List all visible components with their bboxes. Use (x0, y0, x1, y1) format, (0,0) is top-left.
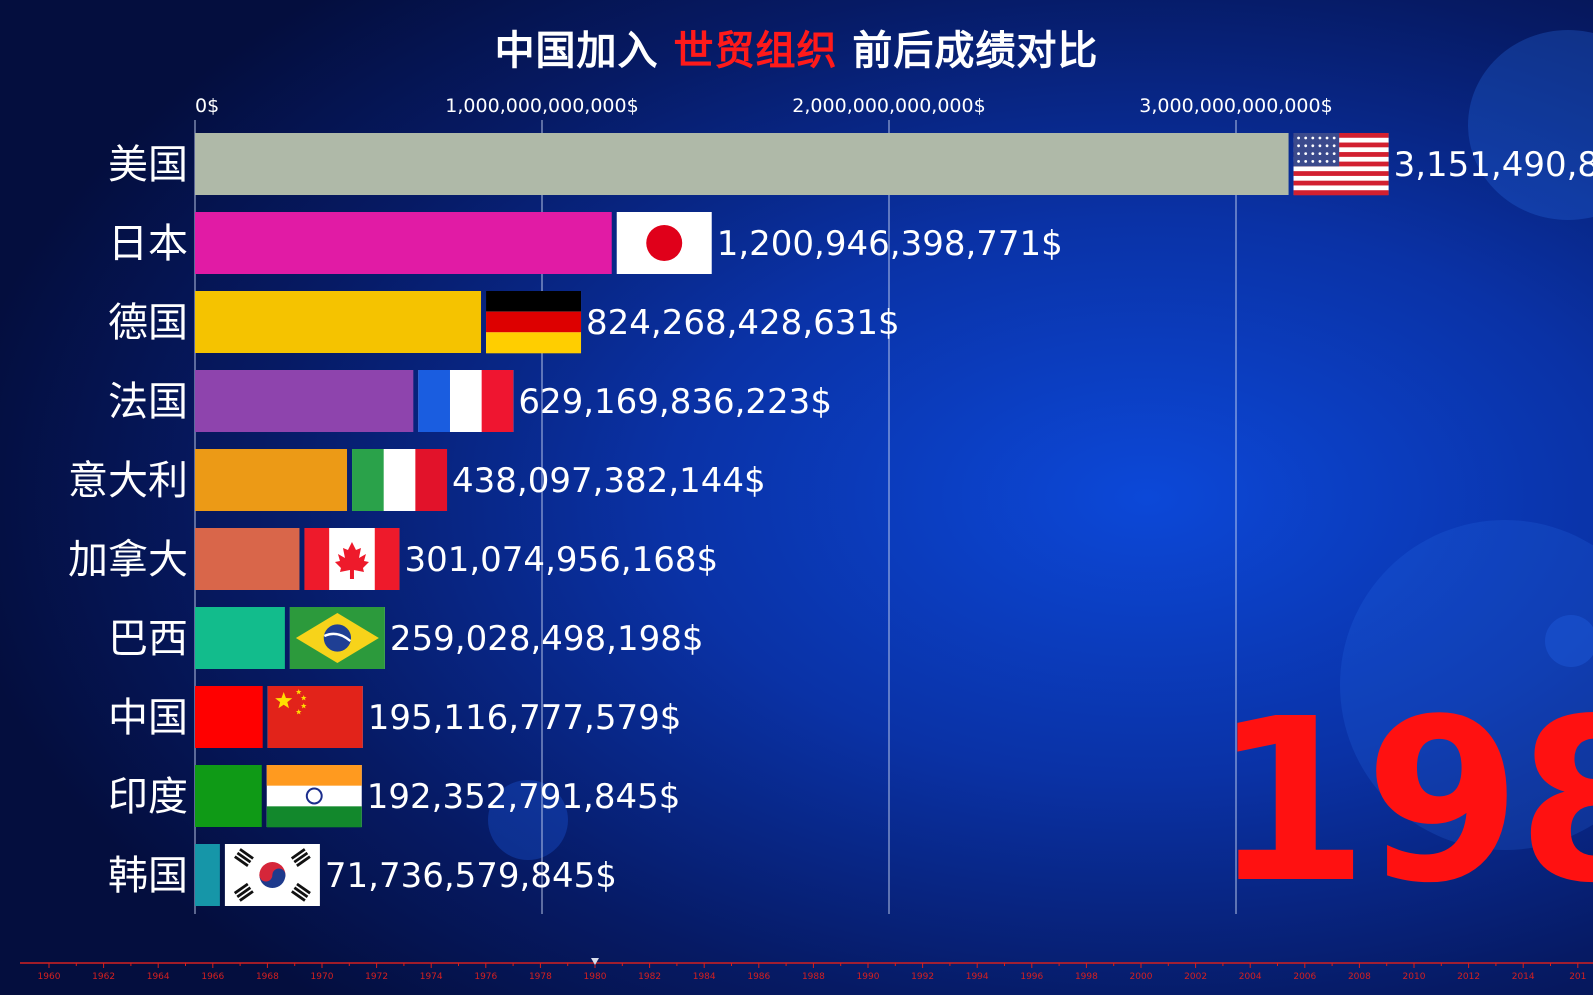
timeline-year-label[interactable]: 2012 (1457, 972, 1480, 982)
bar (195, 212, 612, 274)
timeline-year-label[interactable]: 2004 (1239, 972, 1262, 982)
bar (195, 370, 414, 432)
bar (195, 686, 263, 748)
timeline-year-label[interactable]: 1986 (747, 972, 770, 982)
category-label: 中国 (108, 695, 188, 741)
timeline-year-label[interactable]: 1972 (365, 972, 388, 982)
timeline-year-label[interactable]: 1992 (911, 972, 934, 982)
timeline-year-label[interactable]: 1984 (693, 972, 716, 982)
canada-flag-icon (304, 528, 400, 590)
bar (195, 765, 262, 827)
timeline-marker[interactable] (591, 958, 599, 965)
value-label: 192,352,791,845$ (367, 777, 681, 817)
value-label: 71,736,579,845$ (325, 856, 617, 896)
value-label: 301,074,956,168$ (404, 540, 718, 580)
timeline-year-label[interactable]: 1988 (802, 972, 825, 982)
timeline-year-label[interactable]: 1964 (147, 972, 170, 982)
france-flag-icon (418, 370, 514, 432)
category-label: 日本 (108, 221, 188, 267)
korea-flag-icon (224, 844, 320, 906)
timeline-year-label[interactable]: 2008 (1348, 972, 1371, 982)
year-timeline[interactable]: 1960 1962 1964 1966 1968 1970 1972 1974 1976 1978… (0, 955, 1593, 995)
timeline-year-label[interactable]: 1994 (966, 972, 989, 982)
category-label: 法国 (108, 379, 188, 425)
timeline-year-label[interactable]: 1968 (256, 972, 279, 982)
chart-title: 中国加入 世贸组织 前后成绩对比 (0, 18, 1593, 76)
timeline-year-label[interactable]: 1976 (474, 972, 497, 982)
bar (195, 449, 348, 511)
italy-flag-icon (352, 449, 448, 511)
category-label: 加拿大 (68, 537, 188, 583)
tick-label: 1,000,000,000,000$ (445, 95, 638, 117)
brazil-flag-icon (289, 607, 385, 669)
timeline-year-label[interactable]: 1970 (311, 972, 334, 982)
timeline-year-label[interactable]: 1960 (38, 972, 61, 982)
tick-label: 0$ (195, 95, 219, 117)
timeline-year-label[interactable]: 2002 (1184, 972, 1207, 982)
bar (195, 844, 220, 906)
china-flag-icon (267, 686, 363, 748)
value-label: 3,151,490,80 (1394, 145, 1593, 185)
timeline-year-label[interactable]: 1966 (201, 972, 224, 982)
value-label: 195,116,777,579$ (368, 698, 682, 738)
value-label: 259,028,498,198$ (390, 619, 704, 659)
timeline-year-label[interactable]: 1990 (857, 972, 880, 982)
tick-label: 3,000,000,000,000$ (1139, 95, 1332, 117)
timeline-year-label[interactable]: 2010 (1403, 972, 1426, 982)
year-counter: 198 (1212, 671, 1593, 933)
value-label: 824,268,428,631$ (586, 303, 900, 343)
timeline-year-label[interactable]: 2006 (1293, 972, 1316, 982)
title-prefix: 中国加入 (494, 28, 674, 74)
category-label: 意大利 (68, 458, 188, 504)
timeline-year-label[interactable]: 2000 (1130, 972, 1153, 982)
timeline-year-label[interactable]: 2014 (1512, 972, 1535, 982)
timeline-year-label[interactable]: 1974 (420, 972, 443, 982)
category-label: 韩国 (108, 853, 188, 899)
tick-label: 2,000,000,000,000$ (792, 95, 985, 117)
title-highlight: 世贸组织 (673, 28, 838, 74)
bar (195, 528, 300, 590)
bar (195, 133, 1289, 195)
germany-flag-icon (486, 291, 582, 354)
timeline-year-label[interactable]: 1980 (584, 972, 607, 982)
bar (195, 291, 482, 353)
title-suffix: 前后成绩对比 (837, 28, 1099, 74)
category-label: 印度 (108, 774, 188, 820)
value-label: 438,097,382,144$ (452, 461, 766, 501)
timeline-year-label[interactable]: 1978 (529, 972, 552, 982)
japan-flag-icon (616, 212, 712, 274)
timeline-year-label[interactable]: 201 (1569, 972, 1586, 982)
category-label: 巴西 (108, 616, 188, 662)
category-label: 美国 (108, 142, 188, 188)
timeline-year-label[interactable]: 1996 (1020, 972, 1043, 982)
category-label: 德国 (108, 300, 188, 346)
india-flag-icon (266, 765, 362, 828)
value-label: 1,200,946,398,771$ (717, 224, 1063, 264)
us-flag-icon (1293, 133, 1389, 196)
value-label: 629,169,836,223$ (518, 382, 832, 422)
bar (195, 607, 285, 669)
timeline-year-label[interactable]: 1962 (92, 972, 115, 982)
timeline-year-label[interactable]: 1998 (1075, 972, 1098, 982)
timeline-year-label[interactable]: 1982 (638, 972, 661, 982)
